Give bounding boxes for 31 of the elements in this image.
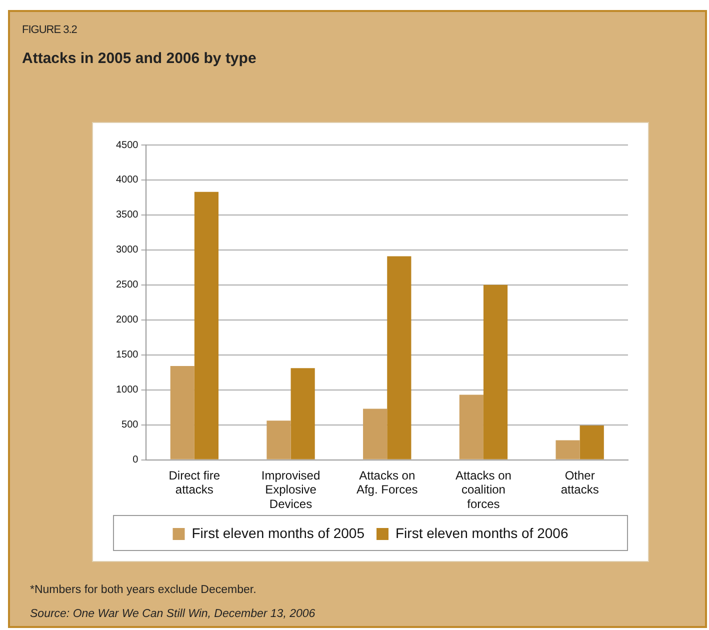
x-tick-label: Attacks on coalition forces [455,468,512,512]
caption: FIGURE 3.2 [22,24,77,36]
y-tick-label: 2500 [116,280,139,291]
y-tick-label: 3000 [116,244,139,256]
legend-label: First eleven months of 2006 [396,524,568,541]
bar [387,256,412,460]
x-tick-label: Direct fire attacks [168,468,220,497]
bar [483,284,508,460]
bar [170,366,194,460]
x-tick-label: Other attacks [560,468,599,497]
y-tick-label: 1500 [116,350,139,361]
y-tick-label: 4500 [116,140,139,151]
bar [290,368,315,460]
source-note: Source: One War We Can Still Win, December 13, 2006 [30,607,316,622]
y-tick-label: 1000 [116,384,139,396]
bar [580,426,604,460]
x-tick-label: Attacks on Afg. Forces [356,468,418,497]
bar [556,440,580,460]
x-tick-label: Improvised Explosive Devices [261,468,320,512]
y-tick-label: 2000 [116,314,139,326]
y-tick-label: 500 [122,420,139,431]
legend-label: First eleven months of 2005 [192,524,365,541]
chart-title: Attacks in 2005 and 2006 by type [22,50,256,67]
bar [194,192,219,460]
y-tick-label: 3500 [116,210,139,221]
y-tick-label: 0 [132,454,139,466]
bar [266,420,291,460]
text: *Numbers for both years exclude December. [30,583,258,598]
bar [459,394,484,460]
y-tick-label: 4000 [116,174,139,186]
bar [363,408,388,460]
